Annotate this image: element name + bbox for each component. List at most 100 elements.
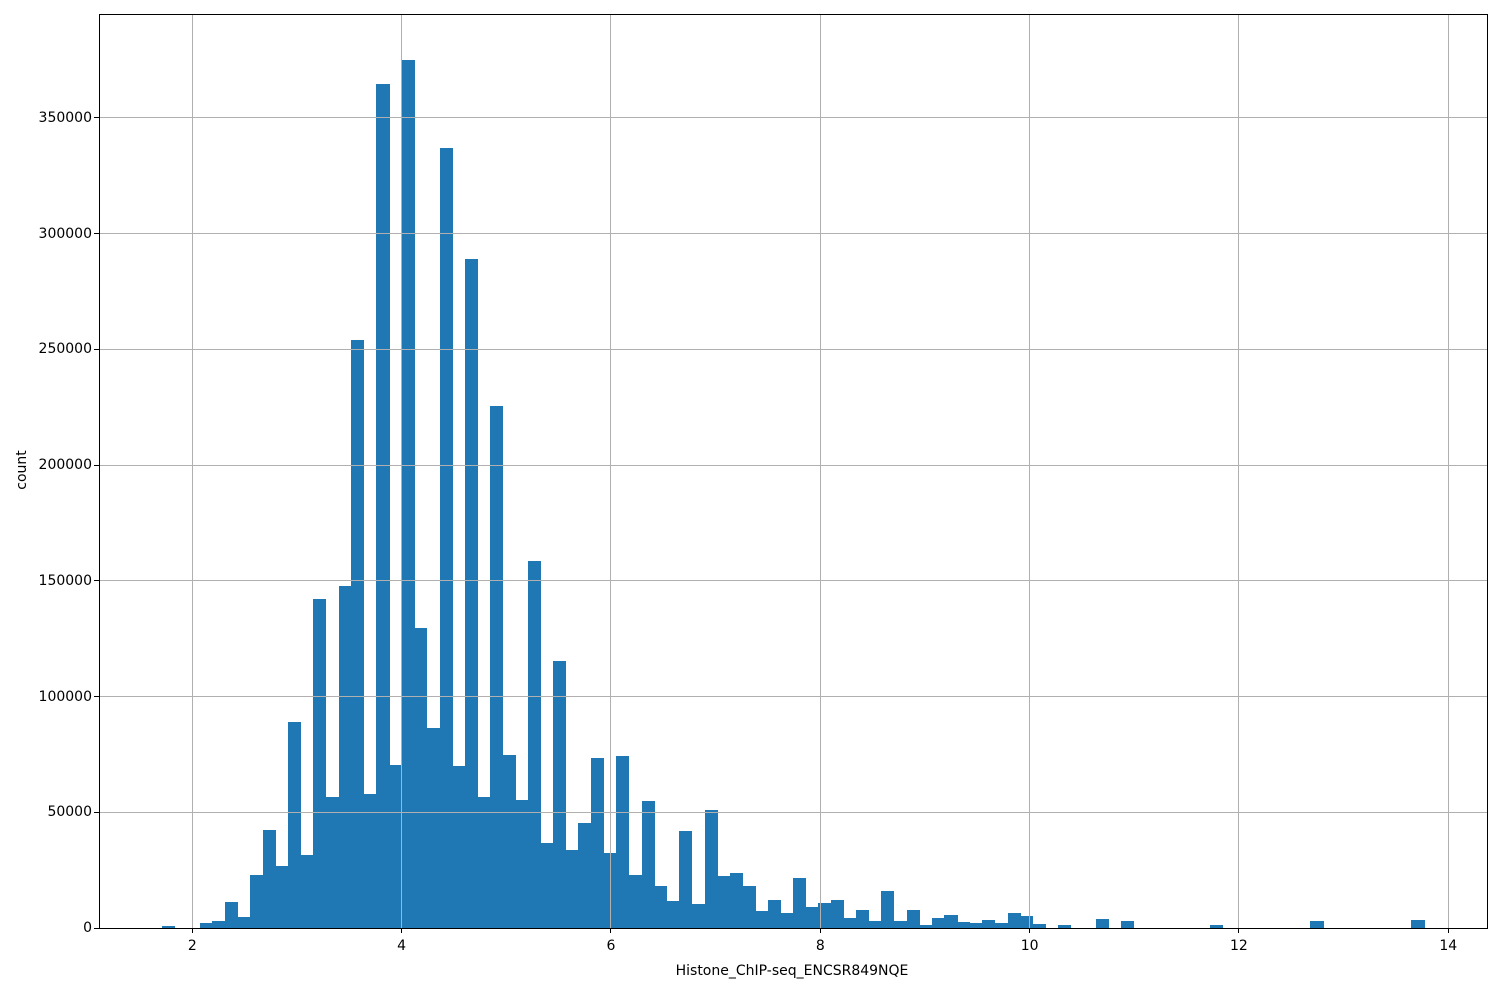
histogram-bar bbox=[1411, 919, 1425, 928]
y-axis-label: count bbox=[14, 450, 30, 490]
y-tick-label: 0 bbox=[83, 920, 92, 936]
histogram-bar bbox=[628, 875, 642, 928]
histogram-bar bbox=[957, 921, 971, 928]
histogram-bar bbox=[414, 627, 428, 928]
y-tick-mark bbox=[94, 811, 99, 813]
histogram-bar bbox=[830, 899, 844, 928]
histogram-bar bbox=[439, 147, 453, 928]
histogram-bar bbox=[1121, 920, 1135, 928]
histogram-bar bbox=[527, 561, 541, 928]
y-tick-mark bbox=[94, 696, 99, 698]
histogram-bar bbox=[994, 922, 1009, 928]
histogram-bar bbox=[944, 914, 958, 928]
histogram-bar bbox=[351, 339, 365, 928]
histogram-bar bbox=[1032, 923, 1046, 928]
histogram-bar bbox=[300, 855, 314, 928]
x-tick-label: 8 bbox=[815, 938, 825, 954]
histogram-bar bbox=[224, 902, 239, 928]
y-tick-mark bbox=[94, 580, 99, 582]
histogram-bar bbox=[856, 909, 870, 928]
histogram-bar bbox=[1209, 925, 1223, 928]
x-tick-mark bbox=[819, 928, 821, 933]
x-tick-label: 10 bbox=[1020, 938, 1039, 954]
histogram-bar bbox=[237, 916, 251, 928]
histogram-bar bbox=[805, 906, 819, 928]
y-tick-mark bbox=[94, 348, 99, 350]
y-tick-label: 250000 bbox=[38, 341, 92, 358]
histogram-bar bbox=[313, 598, 327, 928]
histogram-bar bbox=[742, 886, 756, 928]
histogram-bar bbox=[1007, 912, 1021, 928]
histogram-bar bbox=[376, 84, 390, 928]
histogram-bar bbox=[338, 585, 352, 928]
histogram-bar bbox=[792, 878, 807, 928]
histogram-bar bbox=[1095, 918, 1110, 928]
histogram-bar bbox=[666, 901, 680, 928]
histogram-bar bbox=[868, 921, 882, 928]
histogram-bar bbox=[540, 843, 554, 928]
y-tick-label: 200000 bbox=[38, 457, 92, 474]
histogram-bar bbox=[553, 661, 567, 928]
histogram-bar bbox=[969, 923, 983, 928]
y-tick-mark bbox=[94, 117, 99, 119]
histogram-bar bbox=[262, 829, 276, 928]
y-tick-label: 150000 bbox=[38, 572, 92, 589]
x-tick-label: 6 bbox=[606, 938, 616, 954]
x-tick-mark bbox=[191, 928, 193, 933]
histogram-bar bbox=[704, 810, 718, 928]
histogram-bar bbox=[982, 919, 996, 928]
histogram-bar bbox=[893, 921, 908, 928]
x-tick-label: 14 bbox=[1439, 938, 1458, 954]
x-tick-label: 4 bbox=[397, 938, 407, 954]
histogram-bar bbox=[729, 872, 743, 928]
histogram-bar bbox=[161, 925, 175, 928]
histogram-bar bbox=[591, 757, 605, 928]
x-tick-mark bbox=[1447, 928, 1449, 933]
histogram-bar bbox=[363, 794, 377, 928]
histogram-bar bbox=[818, 903, 832, 928]
bars-layer bbox=[100, 15, 1487, 928]
x-tick-label: 12 bbox=[1230, 938, 1248, 954]
y-tick-label: 100000 bbox=[38, 688, 92, 705]
y-tick-mark bbox=[94, 927, 99, 929]
histogram-bar bbox=[426, 727, 441, 928]
histogram-bar bbox=[565, 849, 579, 928]
histogram-bar bbox=[490, 406, 504, 928]
histogram-bar bbox=[452, 766, 466, 928]
histogram-bar bbox=[755, 911, 769, 928]
y-tick-label: 50000 bbox=[47, 804, 92, 821]
histogram-bar bbox=[1020, 916, 1034, 928]
histogram-bar bbox=[603, 852, 617, 928]
histogram-bar bbox=[881, 890, 895, 928]
histogram-bar bbox=[275, 865, 289, 928]
x-tick-mark bbox=[1029, 928, 1031, 933]
histogram-bar bbox=[691, 903, 706, 928]
histogram-bar bbox=[401, 59, 415, 928]
y-tick-mark bbox=[94, 233, 99, 235]
x-tick-mark bbox=[401, 928, 403, 933]
histogram-bar bbox=[502, 754, 516, 928]
histogram-bar bbox=[906, 909, 920, 928]
y-tick-label: 300000 bbox=[38, 225, 92, 242]
histogram-bar bbox=[477, 797, 491, 928]
histogram-bar bbox=[717, 876, 731, 928]
histogram-bar bbox=[578, 822, 592, 928]
histogram-bar bbox=[654, 885, 668, 928]
x-tick-mark bbox=[610, 928, 612, 933]
histogram-bar bbox=[288, 721, 302, 928]
histogram-bar bbox=[641, 801, 655, 928]
plot-area: 2 4 6 8 10 12 14 0 50000 100000 150000 200000 250000… bbox=[39, 14, 1488, 954]
histogram-bar bbox=[1310, 920, 1324, 928]
y-tick-mark bbox=[94, 464, 99, 466]
x-axis-label: Histone_ChIP-seq_ENCSR849NQE bbox=[675, 963, 909, 979]
histogram-bar bbox=[919, 924, 933, 928]
x-tick-mark bbox=[1238, 928, 1240, 933]
histogram-bar bbox=[325, 797, 340, 928]
histogram-bar bbox=[515, 800, 529, 928]
histogram-bar bbox=[1058, 924, 1072, 928]
histogram-bar bbox=[931, 917, 945, 928]
histogram-bar bbox=[843, 918, 857, 928]
histogram-bar bbox=[250, 875, 264, 928]
histogram-bar bbox=[780, 912, 794, 928]
